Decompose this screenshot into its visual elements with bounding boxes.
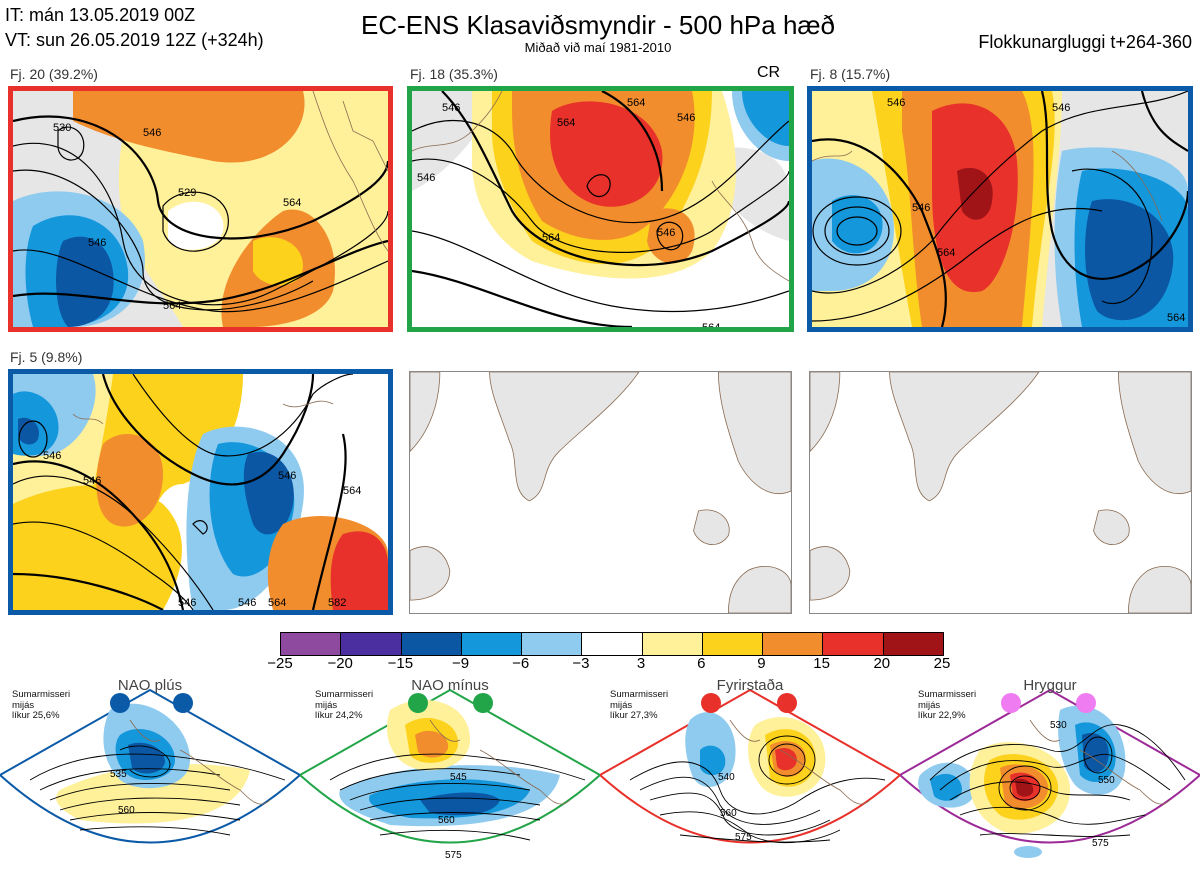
cluster-map-4: 546 546 546 564 546 546 564 582	[8, 369, 393, 615]
contour-label: 546	[912, 202, 930, 214]
regime-blocking: 540 560 575 Fyrirstaða Sumarmisseri mijá…	[598, 677, 902, 871]
regime-dot	[408, 693, 428, 713]
regime-title: Fyrirstaða	[716, 677, 784, 694]
contour-label: 564	[268, 597, 286, 609]
contour-label: 546	[143, 127, 161, 139]
contour-label: 546	[417, 172, 435, 184]
regime-contour-label: 535	[110, 769, 127, 780]
contour-label: 529	[178, 187, 196, 199]
colorbar-segment	[822, 633, 883, 655]
contour-label: 546	[88, 237, 106, 249]
contour-label: 546	[1052, 102, 1070, 114]
colorbar-tick-label: −9	[451, 655, 470, 672]
cluster-map-1: 546 530 529 546 564 564	[8, 86, 393, 332]
page-subtitle: Miðað við maí 1981-2010	[524, 40, 672, 55]
colorbar-tick-label: −15	[387, 655, 414, 672]
regime-contour-label: 545	[450, 772, 467, 783]
contour-label: 564	[542, 232, 560, 244]
contour-label: 564	[557, 117, 575, 129]
contour-label: 564	[627, 97, 645, 109]
colorbar-tick-label: 20	[873, 655, 891, 672]
contour-label: 546	[442, 102, 460, 114]
regime-dot	[1001, 693, 1021, 713]
empty-map-2	[809, 371, 1192, 614]
panel-label-3: Fj. 8 (15.7%)	[810, 66, 891, 82]
regime-title: NAO plús	[117, 677, 183, 694]
contour-label: 546	[677, 112, 695, 124]
colorbar-segment	[340, 633, 401, 655]
colorbar-tick-label: 25	[933, 655, 951, 672]
regime-dot	[110, 693, 130, 713]
regime-contour-label: 575	[445, 850, 462, 861]
regime-info: Sumarmisseri mijás líkur 24,2%	[315, 689, 374, 721]
regime-contour-label: 575	[1092, 838, 1109, 849]
contour-label: 546	[238, 597, 256, 609]
regime-title: Hryggur	[1023, 677, 1077, 694]
regime-info: Sumarmisseri mijás líkur 25,6%	[12, 689, 71, 721]
colorbar-segment	[701, 633, 763, 655]
panel-label-1: Fj. 20 (39.2%)	[10, 66, 98, 82]
regime-info: Sumarmisseri mijás líkur 22,9%	[918, 689, 977, 721]
contour-label: 530	[53, 122, 71, 134]
regime-dot	[473, 693, 493, 713]
regime-ridge: 530 550 575 Hryggur Sumarmisseri mijás l…	[898, 677, 1200, 871]
contour-label: 546	[83, 475, 101, 487]
colorbar-segment	[581, 633, 642, 655]
regime-info: Sumarmisseri mijás líkur 27,3%	[610, 689, 669, 721]
colorbar-tick-label: 3	[636, 655, 646, 672]
contour-label: 546	[278, 470, 296, 482]
colorbar-segment	[762, 633, 823, 655]
regime-contour-label: 550	[1098, 775, 1115, 786]
valid-time: VT: sun 26.05.2019 12Z (+324h)	[5, 30, 264, 50]
colorbar-tick-label: 9	[757, 655, 766, 672]
page-title: EC-ENS Klasaviðsmyndir - 500 hPa hæð	[361, 10, 835, 40]
regime-contour-label: 575	[735, 832, 752, 843]
colorbar-segment	[521, 633, 582, 655]
contour-label: 564	[343, 485, 361, 497]
panel-tag-cr: CR	[757, 64, 781, 81]
regime-contour-label: 540	[718, 772, 735, 783]
regime-contour-label: 560	[438, 815, 455, 826]
contour-label: 564	[163, 300, 181, 312]
regime-contour-label: 560	[720, 808, 737, 819]
regime-nao-plus: 535 560 NAO plús Sumarmisseri mijás líku…	[0, 677, 302, 871]
contour-label: 564	[937, 247, 955, 259]
colorbar-segment	[641, 633, 702, 655]
colorbar-segment	[281, 633, 341, 655]
colorbar-tick-label: 15	[813, 655, 830, 672]
contour-label: 546	[657, 227, 675, 239]
colorbar	[280, 632, 944, 656]
regime-nao-minus: 545 560 575 NAO mínus Sumarmisseri mijás…	[298, 677, 602, 871]
regime-dot	[777, 693, 797, 713]
regime-dot	[173, 693, 193, 713]
colorbar-tick-label: −6	[512, 655, 530, 672]
initial-time: IT: mán 13.05.2019 00Z	[5, 5, 196, 25]
contour-label: 564	[702, 322, 720, 327]
regime-title: NAO mínus	[411, 677, 489, 694]
colorbar-tick-label: −20	[327, 655, 353, 672]
regime-contour-label: 560	[118, 805, 135, 816]
contour-label: 564	[283, 197, 301, 209]
colorbar-tick-label: 6	[697, 655, 706, 672]
contour-label: 546	[178, 597, 196, 609]
regime-dot	[1076, 693, 1096, 713]
cluster-map-3: 546 546 546 564 564	[807, 86, 1193, 332]
contour-label: 582	[328, 597, 346, 609]
contour-label: 564	[1167, 312, 1185, 324]
panel-label-2: Fj. 18 (35.3%)	[410, 66, 498, 82]
panel-label-4: Fj. 5 (9.8%)	[10, 349, 83, 365]
contour-label: 546	[887, 97, 905, 109]
regime-contour-label: 530	[1050, 720, 1067, 731]
regime-dot	[701, 693, 721, 713]
colorbar-ticks: −25 −20 −15 −9 −6 −3 3 6 9 15 20 25	[267, 655, 950, 673]
empty-map-1	[409, 371, 792, 614]
colorbar-segment	[400, 633, 461, 655]
colorbar-segment	[460, 633, 522, 655]
contour-label: 546	[43, 450, 61, 462]
classification-window: Flokkunargluggi t+264-360	[978, 32, 1192, 52]
colorbar-tick-label: −25	[267, 655, 293, 672]
cluster-map-2: 546 564 546 564 546 564 546 564	[407, 86, 794, 332]
colorbar-tick-label: −3	[572, 655, 590, 672]
colorbar-segment	[882, 633, 943, 655]
